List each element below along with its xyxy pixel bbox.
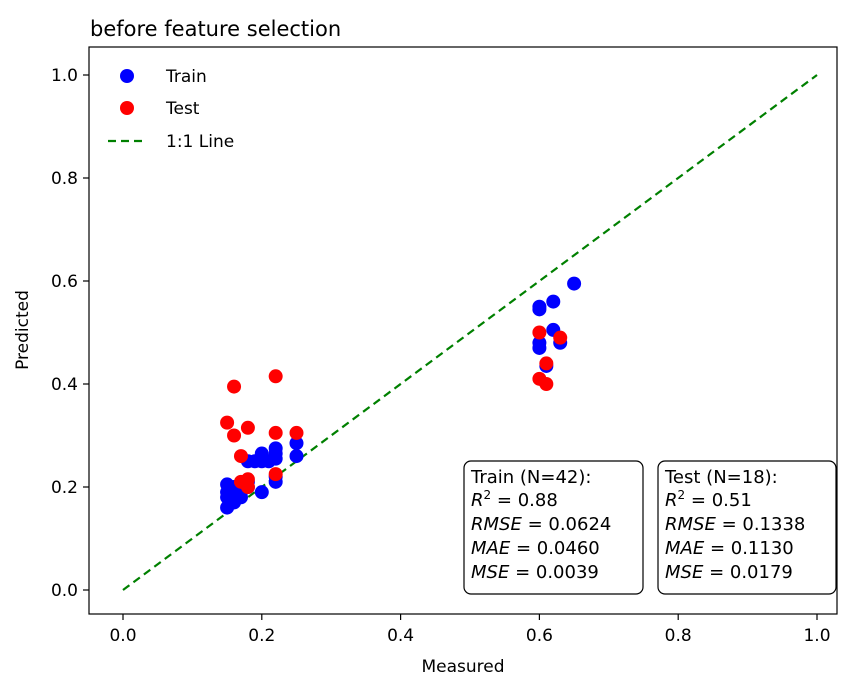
legend: Train Test 1:1 Line bbox=[108, 67, 234, 152]
test-mae-row: MAE = 0.1130 bbox=[665, 538, 794, 559]
train-mae-row: MAE = 0.0460 bbox=[471, 538, 600, 559]
x-tick-label: 0.8 bbox=[665, 626, 692, 646]
train-stats-header: Train (N=42): bbox=[470, 467, 591, 488]
test-mse-value: 0.0179 bbox=[730, 562, 793, 583]
x-tick-label: 0.0 bbox=[109, 626, 136, 646]
train-point bbox=[567, 276, 582, 291]
test-point bbox=[220, 415, 235, 430]
train-point bbox=[233, 490, 248, 505]
test-stats-box: Test (N=18): R2 = 0.51 RMSE = 0.1338 MAE… bbox=[657, 460, 837, 595]
test-point bbox=[539, 377, 554, 391]
train-mse-value: 0.0039 bbox=[536, 562, 599, 583]
test-point bbox=[227, 379, 242, 394]
x-tick-label: 0.6 bbox=[526, 626, 553, 646]
test-mse-row: MSE = 0.0179 bbox=[665, 562, 793, 583]
test-point bbox=[233, 449, 248, 464]
train-r2-row: R2 = 0.88 bbox=[471, 488, 558, 511]
train-stats-box: Train (N=42): R2 = 0.88 RMSE = 0.0624 MA… bbox=[463, 460, 644, 595]
train-mse-row: MSE = 0.0039 bbox=[471, 562, 599, 583]
test-r2-row: R2 = 0.51 bbox=[665, 488, 752, 511]
train-point bbox=[289, 436, 304, 451]
x-tick-label: 0.2 bbox=[248, 626, 275, 646]
y-tick-label: 0.6 bbox=[51, 272, 78, 292]
y-tick-label: 1.0 bbox=[51, 66, 78, 86]
test-point bbox=[268, 425, 283, 440]
y-axis: 0.0 0.2 0.4 0.6 0.8 1.0 bbox=[51, 66, 89, 601]
test-point bbox=[268, 467, 283, 482]
train-point bbox=[532, 302, 547, 317]
legend-train-marker bbox=[120, 69, 134, 83]
x-axis-label: Measured bbox=[421, 657, 504, 677]
y-axis-label: Predicted bbox=[13, 290, 33, 370]
test-rmse-row: RMSE = 0.1338 bbox=[665, 514, 805, 535]
train-stats-frame bbox=[463, 460, 644, 595]
test-mae-value: 0.1130 bbox=[731, 538, 794, 559]
test-point bbox=[532, 325, 547, 340]
test-rmse-value: 0.1338 bbox=[742, 514, 805, 535]
legend-train-label: Train bbox=[165, 67, 207, 87]
test-stats-header: Test (N=18): bbox=[664, 467, 778, 488]
x-tick-label: 1.0 bbox=[803, 626, 830, 646]
test-point bbox=[539, 356, 554, 371]
train-point bbox=[268, 441, 283, 456]
x-axis: 0.0 0.2 0.4 0.6 0.8 1.0 bbox=[109, 614, 831, 646]
legend-line-label: 1:1 Line bbox=[166, 132, 234, 152]
test-point bbox=[553, 330, 568, 345]
x-tick-label: 0.4 bbox=[387, 626, 414, 646]
train-point bbox=[546, 294, 561, 309]
train-point bbox=[289, 449, 304, 464]
train-rmse-row: RMSE = 0.0624 bbox=[471, 514, 611, 535]
plot-frame bbox=[88, 46, 838, 615]
test-r2-value: 0.51 bbox=[712, 490, 752, 511]
legend-test-marker bbox=[120, 101, 134, 115]
test-point bbox=[240, 420, 255, 435]
train-rmse-value: 0.0624 bbox=[548, 514, 611, 535]
train-r2-value: 0.88 bbox=[518, 490, 558, 511]
chart-title: before feature selection bbox=[90, 17, 341, 41]
y-tick-label: 0.4 bbox=[51, 375, 78, 395]
test-point bbox=[227, 428, 242, 443]
y-tick-label: 0.2 bbox=[51, 478, 78, 498]
test-point bbox=[268, 369, 283, 384]
train-point bbox=[254, 485, 269, 500]
y-tick-label: 0.8 bbox=[51, 169, 78, 189]
test-stats-frame bbox=[657, 460, 837, 595]
y-tick-label: 0.0 bbox=[51, 581, 78, 601]
test-point bbox=[240, 480, 255, 494]
legend-test-label: Test bbox=[165, 99, 200, 119]
test-point bbox=[289, 425, 304, 440]
train-mae-value: 0.0460 bbox=[537, 538, 600, 559]
test-series bbox=[220, 325, 568, 494]
train-point bbox=[532, 340, 547, 355]
